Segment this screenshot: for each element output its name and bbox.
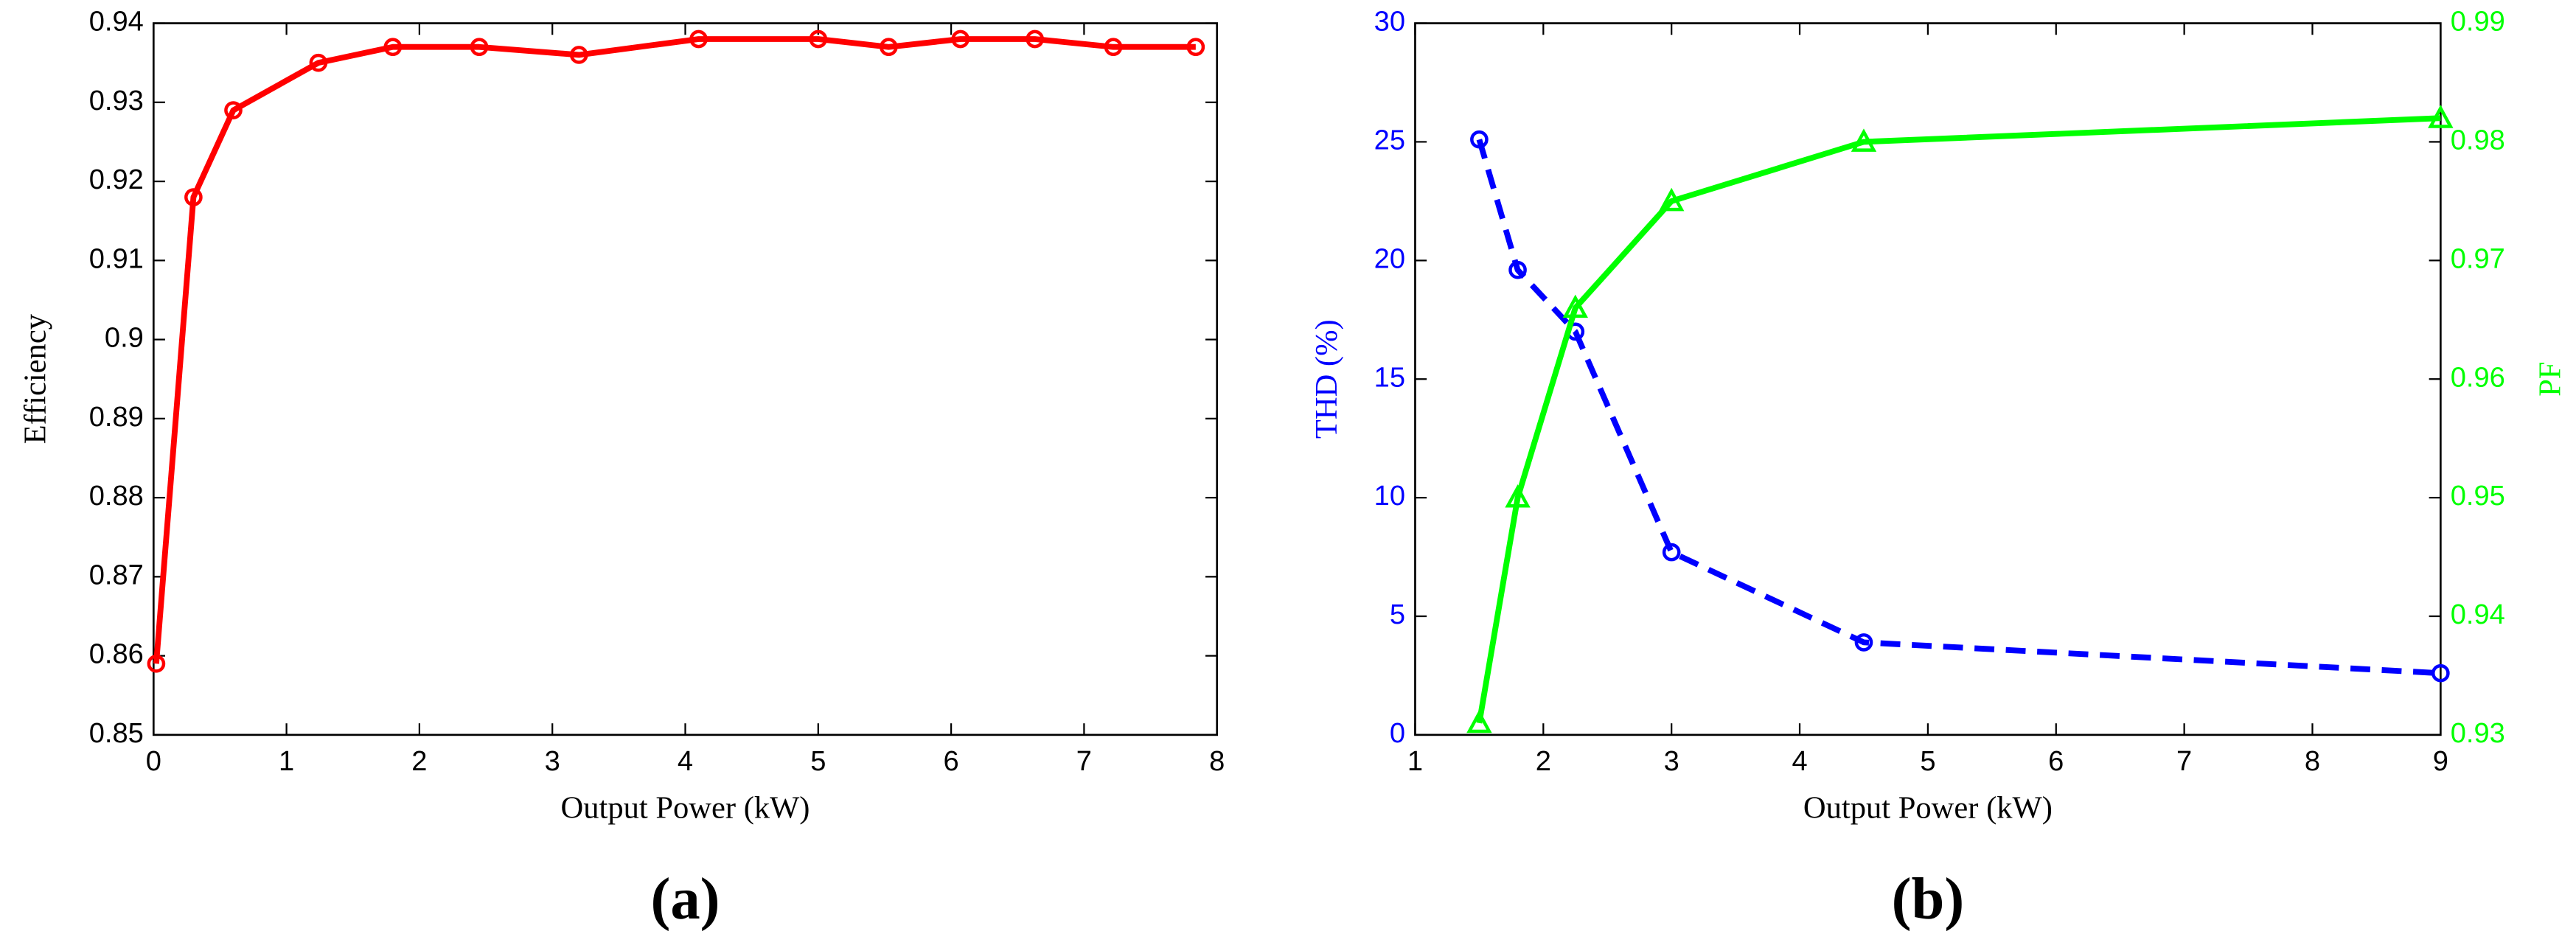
marker	[1505, 484, 1531, 508]
x-tick-label: 4	[1792, 746, 1807, 777]
x-tick-label: 6	[944, 746, 959, 777]
y-tick-label: 20	[1374, 243, 1405, 274]
marker	[1466, 709, 1492, 733]
y-axis-label: THD (%)	[1309, 319, 1344, 439]
y-tick-label: 0.87	[89, 560, 144, 590]
marker	[569, 46, 588, 64]
marker	[224, 101, 243, 119]
marker	[184, 188, 203, 206]
x-tick-label: 2	[1536, 746, 1551, 777]
x-tick-label: 8	[1209, 746, 1225, 777]
marker	[1186, 38, 1205, 57]
y2-tick-label: 0.97	[2451, 243, 2505, 274]
y-tick-label: 0.91	[89, 243, 144, 274]
x-tick-label: 8	[2305, 746, 2320, 777]
x-tick-label: 5	[810, 746, 826, 777]
caption: (b)	[1892, 866, 1965, 932]
marker	[880, 38, 898, 57]
marker	[1854, 633, 1873, 652]
y2-tick-label: 0.95	[2451, 481, 2505, 512]
x-axis-label: Output Power (kW)	[561, 791, 810, 826]
y2-tick-label: 0.94	[2451, 599, 2505, 630]
marker	[2431, 663, 2450, 683]
x-tick-label: 2	[411, 746, 427, 777]
x-tick-label: 1	[1407, 746, 1423, 777]
y-tick-label: 0	[1390, 718, 1405, 749]
x-tick-label: 1	[279, 746, 294, 777]
marker	[470, 38, 489, 57]
marker	[147, 655, 166, 673]
marker	[689, 29, 708, 49]
y-tick-label: 15	[1374, 362, 1405, 393]
x-tick-label: 7	[1076, 746, 1092, 777]
marker	[809, 29, 828, 49]
x-tick-label: 5	[1920, 746, 1935, 777]
marker	[1851, 128, 1877, 152]
y-tick-label: 0.93	[89, 86, 144, 116]
y-tick-label: 5	[1390, 599, 1405, 630]
x-tick-label: 7	[2176, 746, 2192, 777]
marker	[1026, 29, 1044, 49]
y-tick-label: 0.89	[89, 402, 144, 433]
y-tick-label: 25	[1374, 125, 1405, 156]
y-tick-label: 0.86	[89, 639, 144, 670]
x-tick-label: 0	[146, 746, 161, 777]
caption: (a)	[650, 866, 720, 932]
x-tick-label: 3	[1664, 746, 1679, 777]
y2-tick-label: 0.93	[2451, 718, 2505, 749]
y-axis-label: Efficiency	[18, 313, 52, 444]
x-tick-label: 9	[2433, 746, 2448, 777]
marker	[383, 38, 403, 57]
y-tick-label: 0.85	[89, 718, 144, 749]
x-axis-label: Output Power (kW)	[1803, 791, 2053, 826]
x-tick-label: 6	[2048, 746, 2064, 777]
series-line	[1476, 139, 2441, 677]
y2-axis-label: PF	[2533, 362, 2567, 397]
marker	[309, 53, 328, 72]
y2-tick-label: 0.98	[2451, 125, 2505, 156]
y-tick-label: 0.88	[89, 481, 144, 512]
y2-tick-label: 0.99	[2451, 7, 2505, 38]
marker	[1662, 543, 1681, 562]
y-tick-label: 30	[1374, 7, 1405, 38]
y2-tick-label: 0.96	[2451, 362, 2505, 393]
marker	[1562, 294, 1588, 318]
x-tick-label: 4	[678, 746, 693, 777]
marker	[2428, 105, 2454, 128]
y-tick-label: 0.9	[105, 323, 144, 354]
marker	[1658, 187, 1685, 212]
y-tick-label: 0.92	[89, 164, 144, 195]
marker	[951, 29, 970, 49]
marker	[1104, 38, 1123, 57]
x-tick-label: 3	[545, 746, 560, 777]
y-tick-label: 10	[1374, 481, 1405, 512]
marker	[1470, 130, 1489, 149]
series-line	[1476, 115, 2441, 724]
series-line	[153, 36, 1196, 664]
y-tick-label: 0.94	[89, 7, 144, 38]
marker	[1508, 260, 1527, 279]
